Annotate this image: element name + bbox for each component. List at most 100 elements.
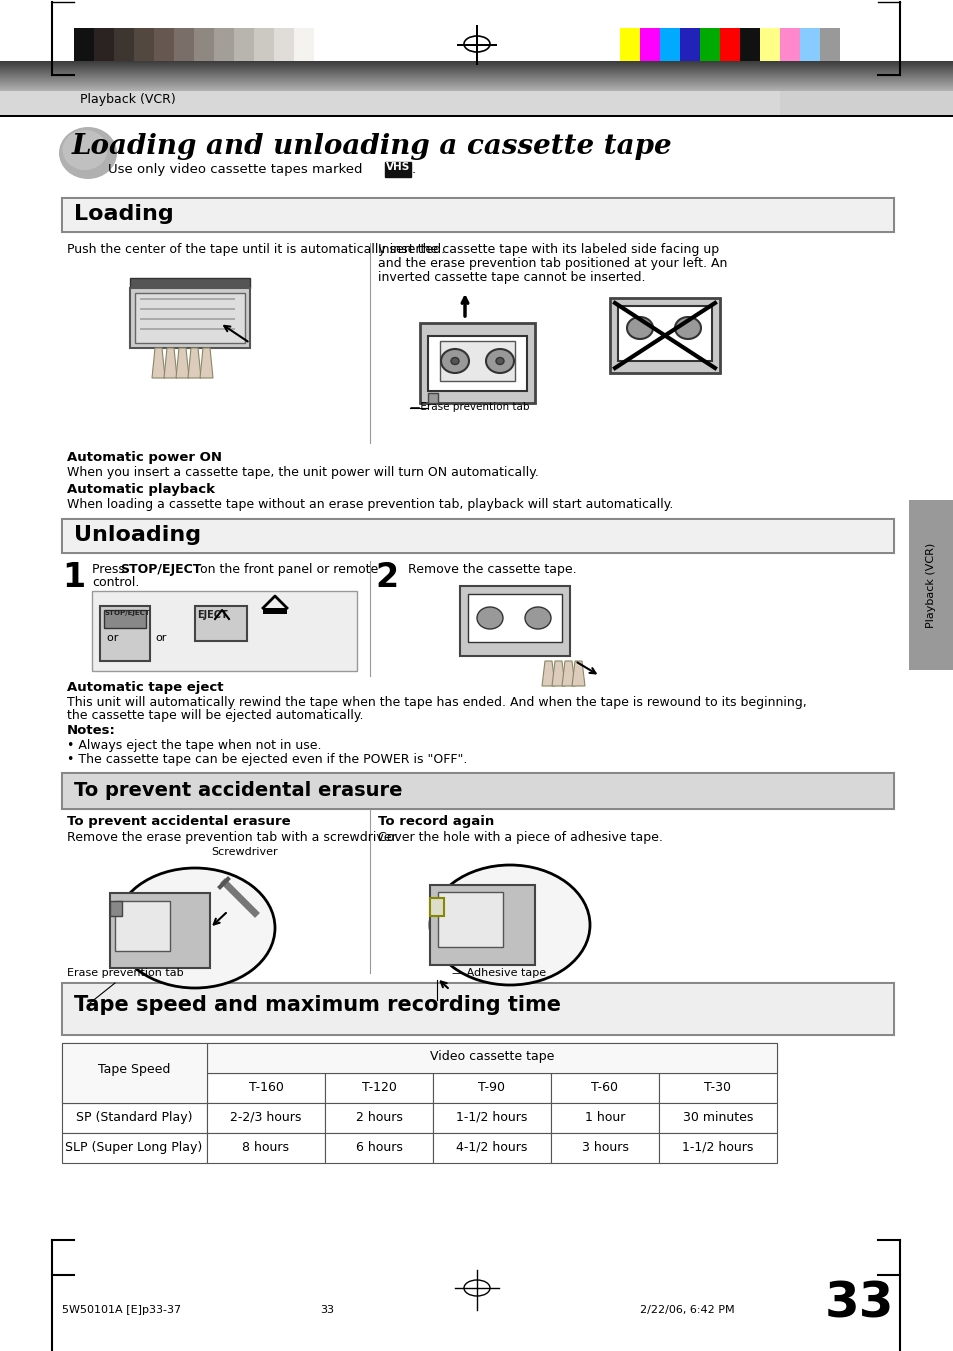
Text: Screwdriver: Screwdriver bbox=[212, 847, 278, 857]
Bar bbox=[62, 773, 893, 809]
Bar bbox=[140, 328, 234, 330]
Bar bbox=[135, 293, 245, 343]
Ellipse shape bbox=[524, 607, 551, 630]
Text: This unit will automatically rewind the tape when the tape has ended. And when t: This unit will automatically rewind the … bbox=[67, 696, 806, 709]
Bar bbox=[63, 984, 892, 1034]
Bar bbox=[274, 28, 294, 61]
Bar bbox=[385, 162, 411, 177]
Text: T-90: T-90 bbox=[478, 1081, 505, 1094]
Text: Loading: Loading bbox=[74, 204, 173, 224]
Bar bbox=[193, 28, 213, 61]
Polygon shape bbox=[561, 661, 575, 686]
Text: VHS: VHS bbox=[386, 162, 410, 172]
Polygon shape bbox=[164, 349, 177, 378]
Bar bbox=[679, 28, 700, 61]
Text: Erase prevention tab: Erase prevention tab bbox=[67, 969, 183, 978]
Text: 33: 33 bbox=[319, 1305, 334, 1315]
Bar bbox=[428, 336, 526, 390]
Text: To prevent accidental erasure: To prevent accidental erasure bbox=[74, 781, 402, 800]
Bar bbox=[468, 594, 561, 642]
Text: When you insert a cassette tape, the unit power will turn ON automatically.: When you insert a cassette tape, the uni… bbox=[67, 466, 538, 480]
Bar bbox=[325, 1073, 433, 1102]
Text: Use only video cassette tapes marked: Use only video cassette tapes marked bbox=[108, 163, 362, 176]
Text: 1-1/2 hours: 1-1/2 hours bbox=[456, 1111, 527, 1124]
Bar bbox=[476, 26, 477, 65]
Bar bbox=[130, 278, 250, 288]
Polygon shape bbox=[188, 349, 201, 378]
Text: T-60: T-60 bbox=[591, 1081, 618, 1094]
Bar bbox=[551, 1133, 659, 1163]
Bar bbox=[140, 308, 234, 309]
Text: Playback (VCR): Playback (VCR) bbox=[925, 542, 935, 628]
Bar bbox=[194, 607, 247, 640]
Bar bbox=[62, 199, 893, 232]
Bar bbox=[820, 28, 840, 61]
Bar bbox=[659, 1133, 776, 1163]
Bar bbox=[173, 28, 193, 61]
Text: or: or bbox=[154, 634, 166, 643]
Bar bbox=[433, 1073, 551, 1102]
Bar bbox=[0, 115, 953, 116]
Bar bbox=[63, 199, 892, 231]
Bar bbox=[456, 45, 497, 46]
Bar bbox=[609, 299, 720, 373]
Bar bbox=[551, 1073, 659, 1102]
Ellipse shape bbox=[115, 867, 274, 988]
Text: Notes:: Notes: bbox=[67, 724, 115, 738]
Text: 30 minutes: 30 minutes bbox=[682, 1111, 753, 1124]
Text: Loading and unloading a cassette tape: Loading and unloading a cassette tape bbox=[71, 132, 672, 159]
Bar bbox=[433, 1133, 551, 1163]
Bar bbox=[207, 1102, 325, 1133]
Ellipse shape bbox=[496, 358, 503, 365]
Text: Automatic tape eject: Automatic tape eject bbox=[67, 681, 223, 694]
Bar bbox=[233, 28, 253, 61]
Bar bbox=[94, 28, 113, 61]
Text: .: . bbox=[412, 163, 416, 176]
Ellipse shape bbox=[675, 317, 700, 339]
Text: • Always eject the tape when not in use.: • Always eject the tape when not in use. bbox=[67, 739, 321, 753]
Bar bbox=[618, 305, 711, 361]
Bar bbox=[659, 1102, 776, 1133]
Bar bbox=[74, 28, 94, 61]
Polygon shape bbox=[152, 349, 165, 378]
Bar bbox=[439, 340, 515, 381]
Bar bbox=[419, 323, 535, 403]
Ellipse shape bbox=[63, 130, 108, 170]
Text: on the front panel or remote: on the front panel or remote bbox=[195, 563, 377, 576]
Text: 1: 1 bbox=[62, 561, 85, 594]
Bar bbox=[62, 1043, 207, 1073]
Ellipse shape bbox=[430, 865, 589, 985]
Bar bbox=[428, 393, 437, 403]
Bar bbox=[62, 1043, 207, 1102]
Text: To prevent accidental erasure: To prevent accidental erasure bbox=[67, 815, 291, 828]
Bar bbox=[153, 28, 173, 61]
Bar bbox=[325, 1102, 433, 1133]
Text: T-30: T-30 bbox=[703, 1081, 731, 1094]
Text: 33: 33 bbox=[823, 1279, 893, 1328]
Text: 4-1/2 hours: 4-1/2 hours bbox=[456, 1142, 527, 1154]
Text: Press: Press bbox=[91, 563, 129, 576]
Bar bbox=[91, 590, 356, 671]
Text: 1 hour: 1 hour bbox=[584, 1111, 624, 1124]
Bar bbox=[780, 28, 800, 61]
Text: Remove the cassette tape.: Remove the cassette tape. bbox=[408, 563, 576, 576]
Bar bbox=[113, 28, 133, 61]
Polygon shape bbox=[200, 349, 213, 378]
Bar bbox=[62, 1102, 207, 1133]
Ellipse shape bbox=[476, 607, 502, 630]
Bar bbox=[800, 28, 820, 61]
Text: Automatic playback: Automatic playback bbox=[67, 484, 214, 496]
Ellipse shape bbox=[485, 349, 514, 373]
Text: and the erase prevention tab positioned at your left. An: and the erase prevention tab positioned … bbox=[377, 257, 726, 270]
Text: 6 hours: 6 hours bbox=[355, 1142, 402, 1154]
Text: 3 hours: 3 hours bbox=[581, 1142, 628, 1154]
Ellipse shape bbox=[440, 349, 469, 373]
Text: T-120: T-120 bbox=[361, 1081, 396, 1094]
Bar bbox=[140, 317, 234, 320]
Bar bbox=[433, 1043, 551, 1073]
Bar bbox=[207, 1043, 776, 1073]
Bar bbox=[430, 898, 443, 916]
Text: inverted cassette tape cannot be inserted.: inverted cassette tape cannot be inserte… bbox=[377, 272, 645, 284]
Bar bbox=[130, 288, 250, 349]
Bar bbox=[207, 1133, 325, 1163]
